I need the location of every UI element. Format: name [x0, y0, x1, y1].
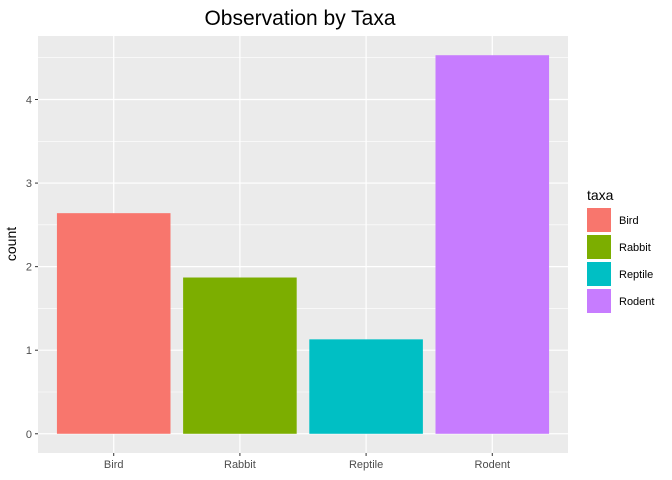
legend-key-reptile	[587, 262, 611, 286]
y-tick-label: 2	[26, 262, 32, 274]
legend-label: Rodent	[619, 296, 654, 308]
bar-rabbit	[183, 277, 297, 434]
x-tick-label: Rodent	[475, 459, 510, 471]
chart-title: Observation by Taxa	[204, 7, 395, 30]
legend-key-rodent	[587, 289, 611, 313]
legend-label: Rabbit	[619, 242, 651, 254]
x-tick-label: Bird	[104, 459, 124, 471]
y-axis-ticks: 0 1 2 3 4	[26, 95, 38, 441]
y-tick-label: 3	[26, 178, 32, 190]
bar-rodent	[435, 55, 550, 434]
legend-label: Reptile	[619, 269, 653, 281]
y-tick-label: 1	[26, 345, 32, 357]
x-tick-label: Rabbit	[224, 459, 256, 471]
legend-title: taxa	[587, 187, 614, 203]
x-axis-ticks: Bird Rabbit Reptile Rodent	[104, 453, 510, 471]
y-tick-label: 4	[26, 95, 32, 107]
legend: taxa Bird Rabbit Reptile Rodent	[587, 187, 654, 313]
x-tick-label: Reptile	[349, 459, 383, 471]
legend-label: Bird	[619, 215, 639, 227]
legend-items: Bird Rabbit Reptile Rodent	[587, 208, 654, 313]
bars	[56, 55, 550, 434]
y-axis-title: count	[3, 227, 19, 261]
bar-reptile	[309, 339, 423, 434]
y-tick-label: 0	[26, 429, 32, 441]
legend-key-rabbit	[587, 235, 611, 259]
bar-bird	[56, 213, 171, 434]
legend-key-bird	[587, 208, 611, 232]
